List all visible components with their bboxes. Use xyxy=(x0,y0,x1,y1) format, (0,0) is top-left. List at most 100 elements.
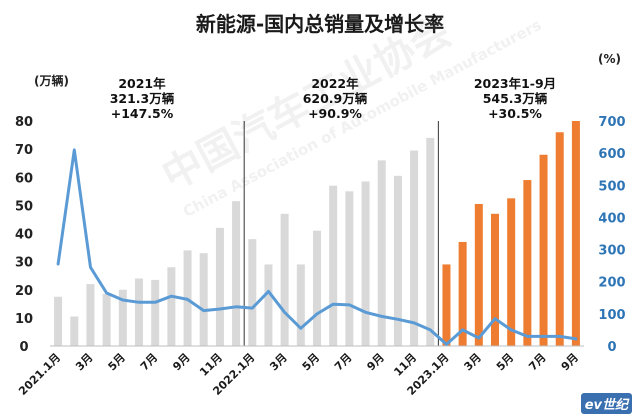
period-2023-total: 545.3万辆 xyxy=(482,91,548,106)
growth-point-8月 xyxy=(170,295,173,297)
growth-point-6月 xyxy=(526,335,529,338)
growth-point-11月 xyxy=(219,308,221,310)
bar-3月 xyxy=(86,284,95,346)
growth-point-7月 xyxy=(542,335,545,338)
bar-2月 xyxy=(264,264,273,346)
bar-6月 xyxy=(135,278,143,346)
right-tick-500: 500 xyxy=(598,179,625,194)
bar-8月 xyxy=(361,181,370,346)
left-tick-70: 70 xyxy=(15,143,33,158)
left-tick-30: 30 xyxy=(15,256,33,271)
left-tick-0: 0 xyxy=(19,340,28,355)
bar-4月 xyxy=(102,293,111,346)
bar-5月 xyxy=(313,230,321,346)
bar-7月 xyxy=(151,279,160,346)
bar-2022.1月 xyxy=(248,239,257,346)
right-tick-200: 200 xyxy=(598,276,625,291)
bar-10月 xyxy=(393,175,402,346)
x-tick-11月: 11月 xyxy=(391,351,419,379)
growth-point-3月 xyxy=(89,266,92,269)
left-tick-20: 20 xyxy=(15,284,33,299)
bar-9月 xyxy=(571,121,580,346)
x-tick-2021.1月: 2021.1月 xyxy=(16,351,63,398)
bar-11月 xyxy=(215,227,224,346)
bar-7月 xyxy=(539,154,548,346)
bar-3月 xyxy=(474,203,483,346)
left-tick-80: 80 xyxy=(15,115,33,130)
right-axis-unit: (%) xyxy=(598,52,621,66)
bar-8月 xyxy=(167,267,176,346)
right-tick-0: 0 xyxy=(607,340,616,355)
right-tick-600: 600 xyxy=(598,147,625,162)
bar-5月 xyxy=(507,198,516,346)
growth-point-2021.1月 xyxy=(57,263,59,265)
x-tick-3月: 3月 xyxy=(73,351,95,373)
left-axis-unit: (万辆) xyxy=(34,74,69,88)
period-2021-year: 2021年 xyxy=(118,76,166,91)
bar-4月 xyxy=(296,264,305,346)
growth-point-9月 xyxy=(575,338,577,340)
bar-4月 xyxy=(491,213,499,346)
period-2022-total: 620.9万辆 xyxy=(302,91,368,106)
growth-point-10月 xyxy=(397,318,399,321)
left-tick-40: 40 xyxy=(15,228,33,243)
growth-point-3月 xyxy=(283,311,286,314)
ev-century-logo: ev世纪 xyxy=(580,393,632,414)
growth-point-7月 xyxy=(348,304,351,306)
growth-point-12月 xyxy=(235,305,237,308)
period-annotation-2023: 2023年1-9月 545.3万辆 +30.5% xyxy=(450,76,580,121)
growth-point-6月 xyxy=(138,301,140,304)
growth-point-12月 xyxy=(429,329,432,331)
left-tick-10: 10 xyxy=(15,312,33,327)
growth-point-2023.1月 xyxy=(445,343,448,346)
growth-point-2月 xyxy=(73,149,76,151)
bar-2021.1月 xyxy=(54,296,63,346)
growth-point-5月 xyxy=(122,299,124,301)
x-tick-3月: 3月 xyxy=(267,351,289,373)
growth-point-2月 xyxy=(461,329,464,331)
bar-2月 xyxy=(458,241,467,346)
x-tick-5月: 5月 xyxy=(494,351,516,373)
growth-point-8月 xyxy=(558,335,561,338)
chart-title: 新能源-国内总销量及增长率 xyxy=(195,12,445,36)
x-tick-7月: 7月 xyxy=(526,351,548,373)
bar-2月 xyxy=(70,316,79,346)
growth-point-10月 xyxy=(202,309,205,312)
growth-point-9月 xyxy=(380,315,383,318)
bar-11月 xyxy=(410,150,419,346)
x-tick-9月: 9月 xyxy=(364,351,386,373)
bar-7月 xyxy=(345,191,354,346)
bar-6月 xyxy=(523,180,532,346)
x-tick-7月: 7月 xyxy=(138,351,160,373)
bar-12月 xyxy=(232,201,241,346)
period-annotation-2021: 2021年 321.3万辆 +147.5% xyxy=(82,76,202,121)
left-tick-50: 50 xyxy=(15,199,33,214)
x-tick-5月: 5月 xyxy=(106,351,128,373)
x-tick-11月: 11月 xyxy=(197,351,225,379)
period-2023-growth: +30.5% xyxy=(488,106,542,121)
growth-point-9月 xyxy=(186,298,189,301)
x-tick-3月: 3月 xyxy=(462,351,484,373)
growth-point-4月 xyxy=(105,292,108,294)
period-2023-year: 2023年1-9月 xyxy=(473,76,557,91)
period-2022-growth: +90.9% xyxy=(308,106,362,121)
growth-point-4月 xyxy=(494,317,496,320)
right-tick-400: 400 xyxy=(598,211,625,226)
bar-10月 xyxy=(199,253,208,346)
right-tick-100: 100 xyxy=(598,308,625,323)
bar-3月 xyxy=(280,213,289,346)
bar-12月 xyxy=(426,137,435,346)
growth-point-4月 xyxy=(300,327,302,330)
growth-point-5月 xyxy=(316,313,318,315)
right-tick-700: 700 xyxy=(598,115,625,130)
growth-point-3月 xyxy=(478,337,480,339)
growth-point-5月 xyxy=(510,329,512,331)
growth-point-2022.1月 xyxy=(251,307,254,309)
growth-point-6月 xyxy=(332,303,334,306)
bar-9月 xyxy=(377,160,386,346)
bar-6月 xyxy=(329,185,338,346)
left-tick-60: 60 xyxy=(15,171,33,186)
period-2021-total: 321.3万辆 xyxy=(109,91,175,106)
growth-point-7月 xyxy=(154,301,156,304)
